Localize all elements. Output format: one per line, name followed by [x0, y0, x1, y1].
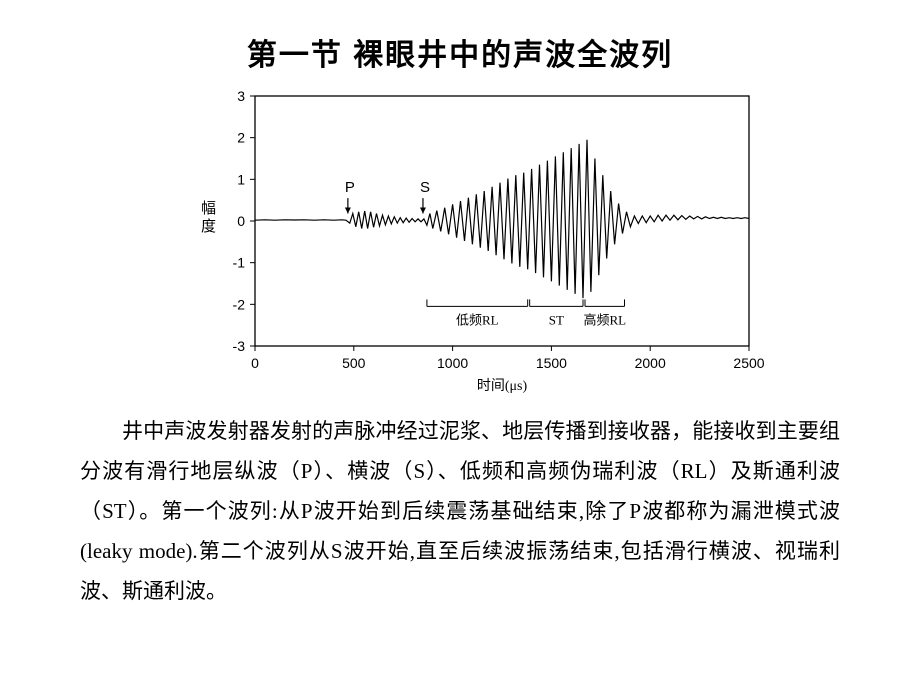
svg-text:2: 2: [237, 130, 245, 146]
svg-text:1500: 1500: [536, 355, 567, 371]
svg-text:500: 500: [342, 355, 366, 371]
paragraph-1: 井中声波发射器发射的声脉冲经过泥浆、地层传播到接收器，能接收到主要组分波有滑行地…: [80, 412, 840, 611]
svg-text:3: 3: [237, 88, 245, 104]
page-title: 第一节 裸眼井中的声波全波列: [60, 30, 860, 74]
body-text: 井中声波发射器发射的声脉冲经过泥浆、地层传播到接收器，能接收到主要组分波有滑行地…: [80, 412, 840, 611]
waveform-chart: -3 -2 -1 0 1 2 3 0 500 1000 1500 2000 2500 幅度时间(μs) P S…: [150, 82, 770, 402]
svg-text:幅: 幅: [201, 200, 216, 217]
svg-text:度: 度: [201, 218, 216, 235]
svg-text:2500: 2500: [733, 355, 764, 371]
svg-text:0: 0: [251, 355, 259, 371]
svg-text:2000: 2000: [635, 355, 666, 371]
svg-text:1000: 1000: [437, 355, 468, 371]
svg-text:时间(μs): 时间(μs): [477, 378, 528, 394]
svg-text:P: P: [345, 179, 355, 196]
svg-text:高频RL: 高频RL: [583, 312, 626, 327]
svg-text:1: 1: [237, 171, 245, 187]
page: 第一节 裸眼井中的声波全波列 -3 -2 -1 0 1 2 3 0 500 1000 1500 200…: [0, 0, 920, 690]
svg-text:-1: -1: [233, 255, 246, 271]
svg-text:ST: ST: [549, 312, 564, 327]
svg-text:-2: -2: [233, 296, 246, 312]
svg-text:0: 0: [237, 213, 245, 229]
chart-svg: -3 -2 -1 0 1 2 3 0 500 1000 1500 2000 2500 幅度时间(μs) P S…: [150, 82, 770, 402]
svg-text:低频RL: 低频RL: [456, 312, 499, 327]
svg-text:S: S: [420, 179, 430, 196]
svg-text:-3: -3: [233, 338, 246, 354]
